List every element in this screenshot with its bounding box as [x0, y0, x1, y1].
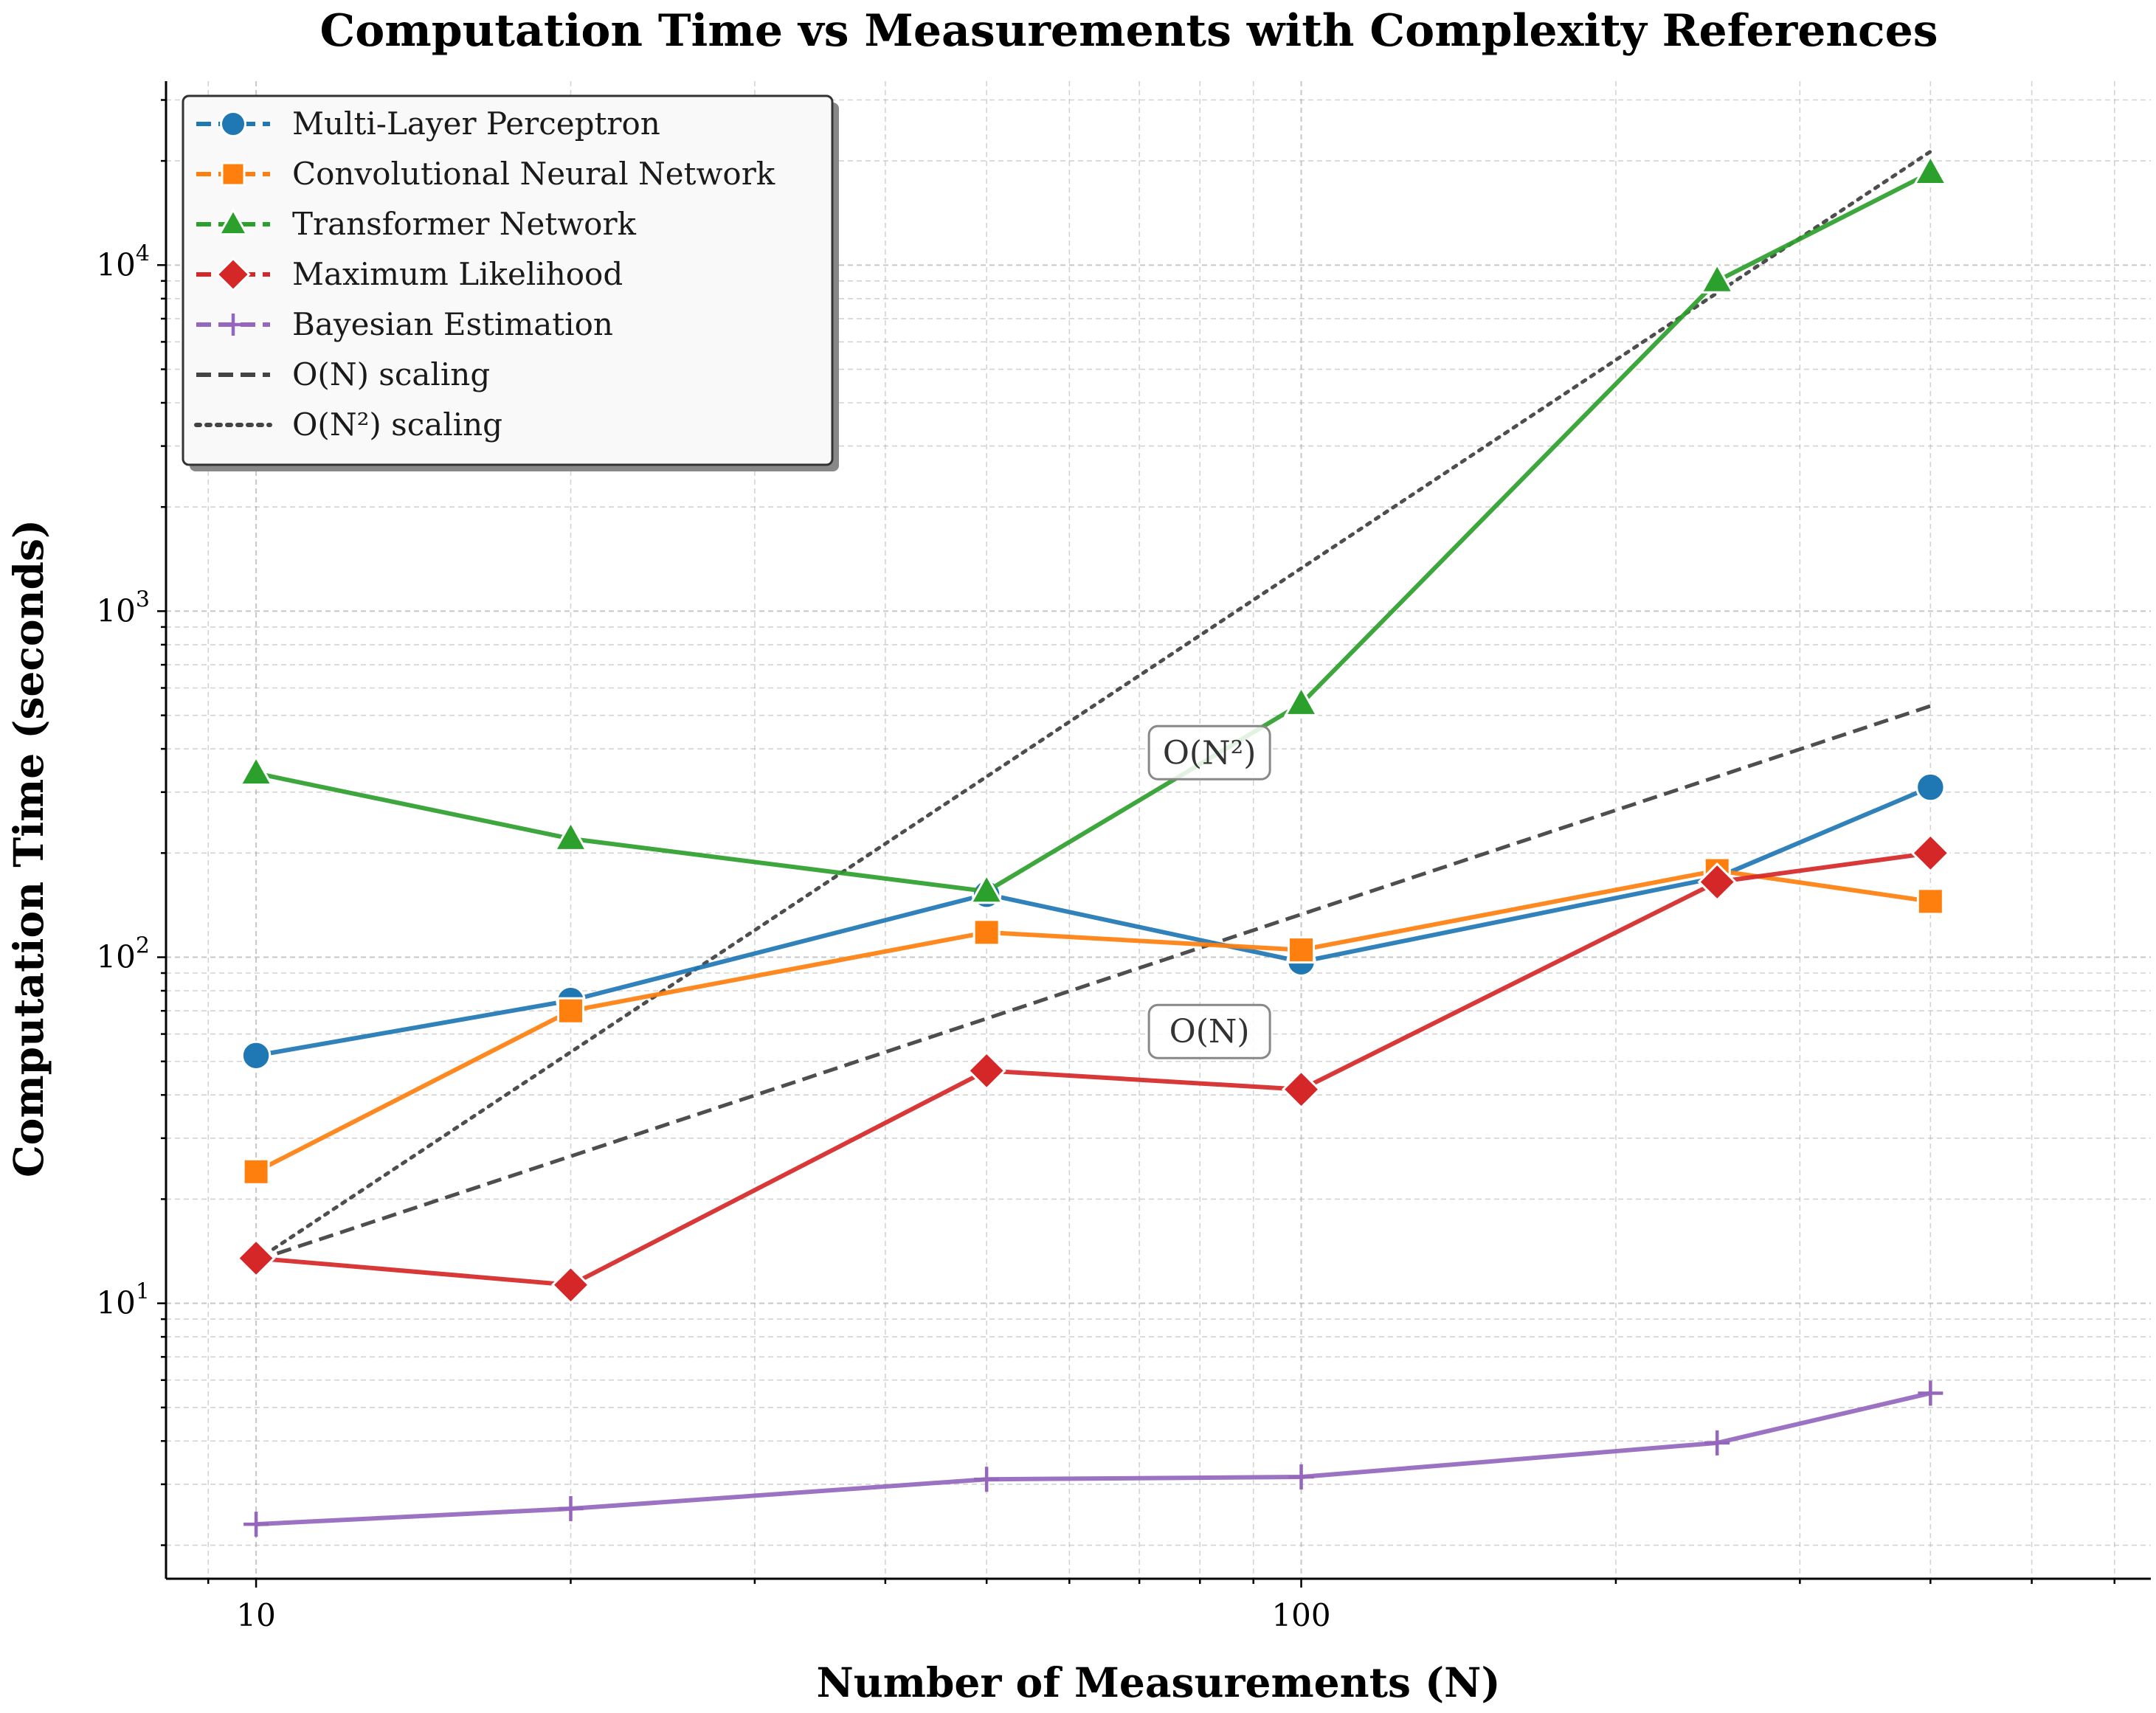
annotation: O(N²) — [1147, 724, 1271, 781]
data-point — [550, 1265, 591, 1305]
data-point — [556, 997, 584, 1025]
legend-box — [182, 94, 834, 466]
legend-item: Bayesian Estimation — [196, 306, 613, 342]
data-point — [1281, 1070, 1321, 1110]
y-tick-label: 103 — [96, 586, 150, 629]
x-tick-label: 10 — [236, 1597, 275, 1633]
data-point — [236, 1238, 276, 1278]
series-line — [255, 1391, 1932, 1527]
legend-item: Maximum Likelihood — [196, 256, 623, 292]
data-point — [974, 1467, 1000, 1492]
legend-marker — [217, 207, 249, 236]
data-point — [1910, 833, 1950, 873]
series-line — [255, 851, 1931, 1287]
chart-title: Computation Time vs Measurements with Co… — [319, 5, 1938, 57]
data-point — [1915, 772, 1946, 803]
legend-item: Transformer Network — [196, 206, 637, 242]
data-point — [1697, 862, 1737, 902]
data-point — [238, 755, 274, 786]
data-point — [1288, 1464, 1314, 1489]
y-tick-label: 101 — [96, 1279, 150, 1321]
legend-item: Multi-Layer Perceptron — [196, 105, 660, 142]
series-line — [255, 170, 1932, 894]
x-tick-label: 100 — [1271, 1597, 1330, 1633]
legend-label: Maximum Likelihood — [292, 256, 623, 292]
x-axis-label: Number of Measurements (N) — [817, 1658, 1501, 1706]
legend-item: O(N) scaling — [196, 356, 490, 392]
data-point — [553, 820, 589, 851]
quadratic-reference-line — [254, 149, 1932, 1263]
legend-item: O(N²) scaling — [194, 406, 502, 443]
data-point — [1916, 887, 1944, 916]
y-tick-label: 102 — [96, 933, 150, 975]
data-point — [242, 1157, 270, 1186]
annotation-text: O(N²) — [1163, 734, 1257, 772]
legend-marker — [220, 111, 246, 137]
y-axis-label: Computation Time (seconds) — [4, 519, 52, 1177]
series-maximum-likelihood — [236, 833, 1950, 1305]
legend: Multi-Layer Perceptron Convolutional Neur… — [182, 94, 839, 471]
y-tick-label: 104 — [96, 240, 150, 283]
linear-reference-line — [255, 704, 1932, 1262]
data-point — [967, 1051, 1006, 1090]
legend-marker — [221, 162, 246, 187]
data-point — [1283, 685, 1319, 716]
data-point — [558, 1496, 584, 1522]
annotation: O(N) — [1147, 1003, 1271, 1059]
legend-label: Multi-Layer Perceptron — [292, 105, 660, 142]
legend-marker — [215, 257, 251, 292]
reference-lines — [254, 149, 1932, 1263]
series-bayesian-estimation — [243, 1380, 1943, 1537]
data-point — [972, 918, 1001, 947]
data-point — [1699, 262, 1735, 294]
legend-label: Transformer Network — [292, 206, 637, 242]
axes: 10 100 101 102 103 104 — [96, 81, 2151, 1633]
data-point — [1918, 1380, 1943, 1406]
data-point — [241, 1040, 272, 1070]
annotation-box — [1147, 1003, 1271, 1059]
legend-marker — [222, 314, 244, 336]
series-line — [255, 785, 1932, 1058]
legend-label: Bayesian Estimation — [292, 306, 613, 342]
annotations: O(N²) O(N) — [1147, 724, 1271, 1059]
data-point — [1913, 153, 1948, 185]
legend-label: O(N) scaling — [292, 356, 490, 392]
series-transformer-network — [238, 153, 1948, 904]
annotation-text: O(N) — [1169, 1013, 1250, 1051]
data-point — [1704, 1430, 1730, 1456]
legend-label: Convolutional Neural Network — [292, 156, 775, 192]
data-point — [243, 1512, 269, 1537]
legend-item: Convolutional Neural Network — [196, 156, 775, 192]
data-point — [969, 873, 1004, 904]
series — [236, 153, 1950, 1537]
annotation-box — [1147, 724, 1271, 781]
legend-label: O(N²) scaling — [292, 406, 502, 443]
data-point — [1288, 936, 1316, 964]
